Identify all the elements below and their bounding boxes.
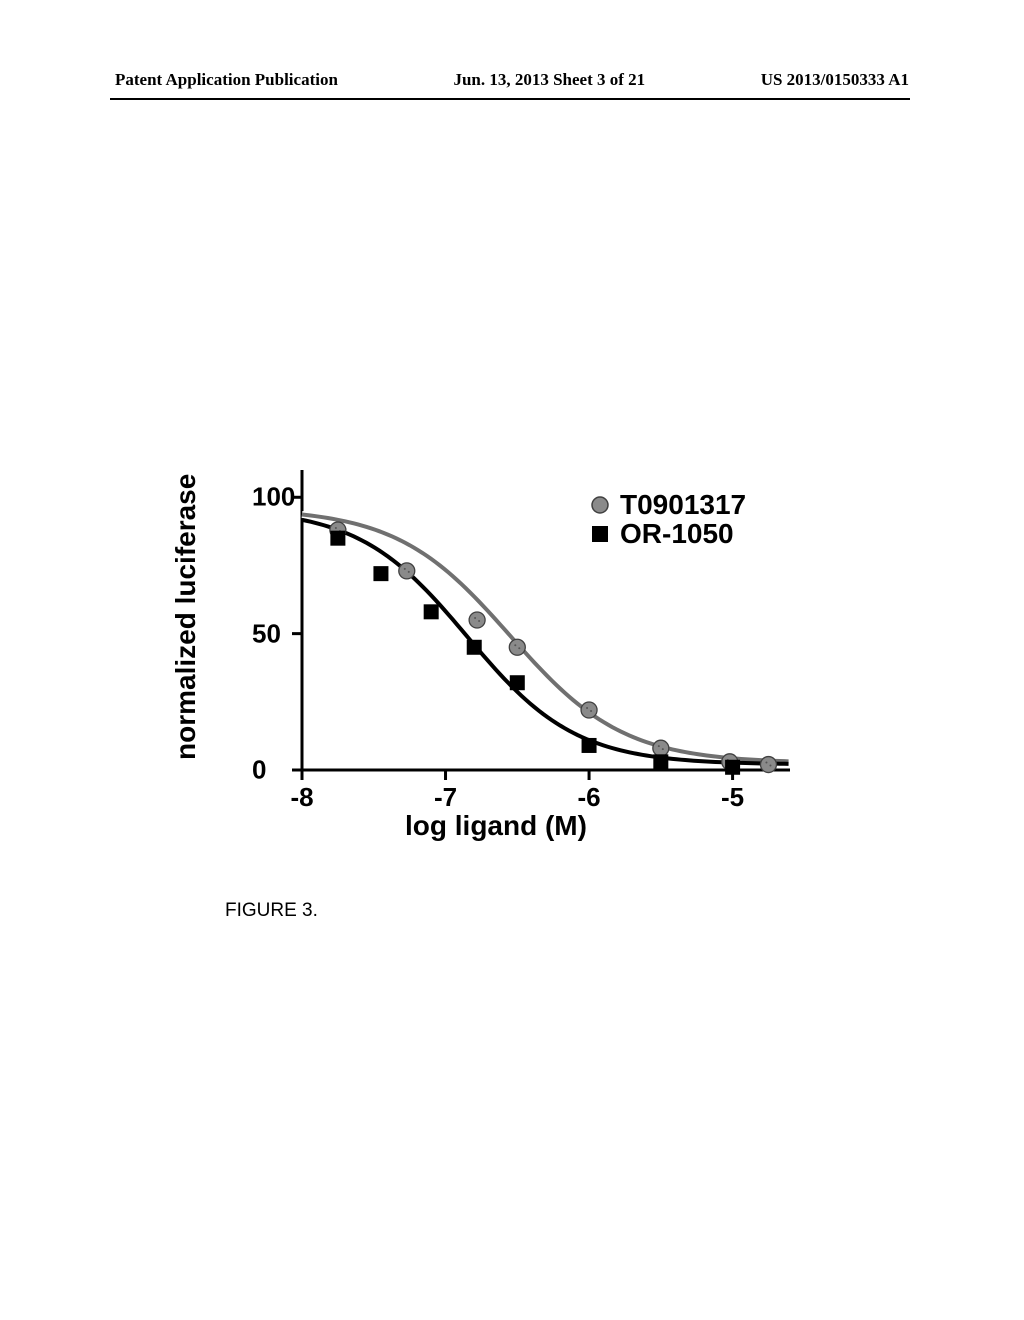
header-rule bbox=[110, 98, 910, 100]
x-tick-label: -6 bbox=[577, 782, 600, 813]
header-center: Jun. 13, 2013 Sheet 3 of 21 bbox=[453, 70, 645, 90]
header-left: Patent Application Publication bbox=[115, 70, 338, 90]
chart-legend: T0901317 OR-1050 bbox=[590, 490, 746, 549]
x-tick-label: -7 bbox=[434, 782, 457, 813]
legend-item-t0901317: T0901317 bbox=[590, 490, 746, 519]
y-tick-label: 50 bbox=[252, 618, 281, 649]
legend-label: T0901317 bbox=[620, 490, 746, 519]
x-tick-label: -5 bbox=[721, 782, 744, 813]
x-axis-label: log ligand (M) bbox=[405, 810, 587, 842]
y-tick-label: 0 bbox=[252, 755, 266, 786]
patent-header: Patent Application Publication Jun. 13, … bbox=[0, 70, 1024, 90]
x-tick-label: -8 bbox=[290, 782, 313, 813]
figure-caption: FIGURE 3. bbox=[225, 900, 318, 922]
legend-item-or1050: OR-1050 bbox=[590, 519, 746, 548]
legend-label: OR-1050 bbox=[620, 519, 734, 548]
y-axis-label: normalized luciferase bbox=[170, 474, 202, 760]
square-marker-icon bbox=[590, 524, 610, 544]
y-tick-label: 100 bbox=[252, 482, 295, 513]
circle-marker-icon bbox=[590, 495, 610, 515]
header-right: US 2013/0150333 A1 bbox=[761, 70, 909, 90]
